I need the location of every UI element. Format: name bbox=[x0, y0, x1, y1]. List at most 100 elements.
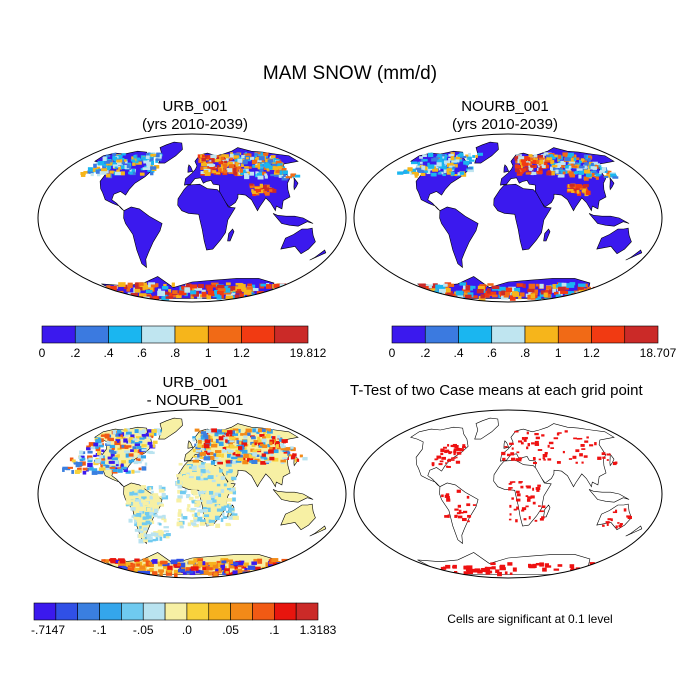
map-cell bbox=[106, 440, 111, 445]
map-cell bbox=[62, 467, 65, 472]
map-cell bbox=[586, 436, 589, 439]
map-cell bbox=[275, 170, 280, 174]
map-cell bbox=[228, 563, 236, 569]
map-cell bbox=[231, 295, 238, 300]
map-cell bbox=[571, 296, 575, 301]
map-cell bbox=[131, 168, 135, 173]
map-cell bbox=[210, 460, 216, 465]
map-cell bbox=[258, 428, 262, 433]
map-cell bbox=[149, 495, 153, 500]
map-cell bbox=[535, 283, 539, 287]
map-cell bbox=[538, 167, 543, 173]
map-cell bbox=[419, 156, 423, 159]
map-cell bbox=[569, 174, 575, 178]
map-cell bbox=[536, 170, 540, 174]
map-cell bbox=[229, 157, 233, 160]
map-cell bbox=[518, 481, 522, 484]
map-cell bbox=[197, 509, 203, 514]
map-cell bbox=[520, 159, 526, 163]
map-cell bbox=[262, 444, 268, 449]
map-cell bbox=[422, 154, 427, 157]
map-cell bbox=[294, 458, 299, 462]
map-cell bbox=[150, 284, 158, 288]
colorbar-tick-label: .4 bbox=[453, 346, 463, 360]
map-cell bbox=[137, 454, 142, 459]
map-cell bbox=[197, 443, 202, 448]
map-cell bbox=[519, 165, 523, 169]
map-cell bbox=[150, 172, 154, 176]
map-cell bbox=[148, 436, 152, 439]
map-cell bbox=[236, 157, 243, 160]
map-cell bbox=[266, 168, 270, 172]
map-cell bbox=[107, 456, 113, 460]
colorbar-box bbox=[33, 602, 57, 621]
map-cell bbox=[280, 448, 284, 453]
map-cell bbox=[106, 165, 112, 170]
map-cell bbox=[194, 500, 201, 503]
map-cell bbox=[148, 522, 153, 525]
map-cell bbox=[459, 282, 467, 286]
panel-2-title: NOURB_001 (yrs 2010-2039) bbox=[350, 98, 660, 134]
map-cell bbox=[562, 171, 566, 175]
panel-3-title-line2: - NOURB_001 bbox=[146, 392, 244, 409]
map-cell bbox=[192, 448, 197, 453]
map-cell bbox=[260, 283, 268, 287]
map-cell bbox=[557, 564, 563, 567]
map-cell bbox=[274, 159, 279, 162]
map-cell bbox=[491, 566, 496, 570]
map-cell bbox=[117, 454, 120, 458]
map-cell bbox=[128, 518, 133, 523]
map-cell bbox=[177, 495, 183, 499]
map-cell bbox=[133, 567, 141, 574]
map-cell bbox=[550, 171, 556, 176]
map-cell bbox=[225, 460, 231, 464]
map-cell bbox=[575, 294, 580, 299]
map-cell bbox=[551, 164, 558, 168]
map-cell bbox=[463, 571, 468, 576]
map-cell bbox=[161, 517, 164, 521]
map-cell bbox=[199, 464, 206, 469]
map-cell bbox=[435, 284, 441, 290]
map-cell bbox=[95, 447, 101, 452]
map-cell bbox=[152, 512, 156, 516]
map-cell bbox=[225, 295, 233, 300]
map-cell bbox=[192, 475, 197, 479]
map-cell bbox=[456, 512, 461, 515]
map-cell bbox=[189, 509, 195, 513]
map-cell bbox=[201, 154, 206, 158]
colorbar-tick-label: .05 bbox=[222, 623, 239, 637]
map-cell bbox=[541, 434, 545, 437]
map-cell bbox=[155, 155, 160, 158]
map-cell bbox=[192, 459, 199, 463]
map-cell bbox=[207, 161, 213, 166]
map-cell bbox=[232, 452, 236, 456]
map-cell bbox=[445, 449, 450, 453]
map-cell bbox=[225, 293, 233, 297]
map-cell bbox=[542, 453, 548, 458]
map-cell bbox=[448, 458, 451, 461]
map-cell bbox=[518, 457, 523, 460]
map-cell bbox=[231, 456, 238, 460]
map-cell bbox=[257, 173, 264, 177]
map-cell bbox=[194, 496, 199, 499]
map-cell bbox=[131, 296, 137, 300]
map-cell bbox=[227, 287, 234, 291]
map-cell bbox=[538, 170, 543, 174]
continent-uk bbox=[187, 164, 194, 173]
map-cell bbox=[582, 187, 587, 192]
map-cell bbox=[567, 155, 572, 159]
map-cell bbox=[418, 283, 426, 289]
map-cell bbox=[575, 184, 582, 188]
map-cell bbox=[210, 519, 216, 523]
map-cell bbox=[615, 525, 618, 529]
map-cell bbox=[244, 432, 251, 436]
map-cell bbox=[151, 160, 155, 166]
map-cell bbox=[187, 483, 192, 488]
map-cell bbox=[519, 292, 525, 297]
map-cell bbox=[251, 296, 256, 302]
map-cell bbox=[457, 293, 464, 299]
map-cell bbox=[180, 490, 186, 495]
map-cell bbox=[233, 167, 237, 172]
map-cell bbox=[407, 167, 413, 172]
map-cell bbox=[140, 525, 146, 529]
